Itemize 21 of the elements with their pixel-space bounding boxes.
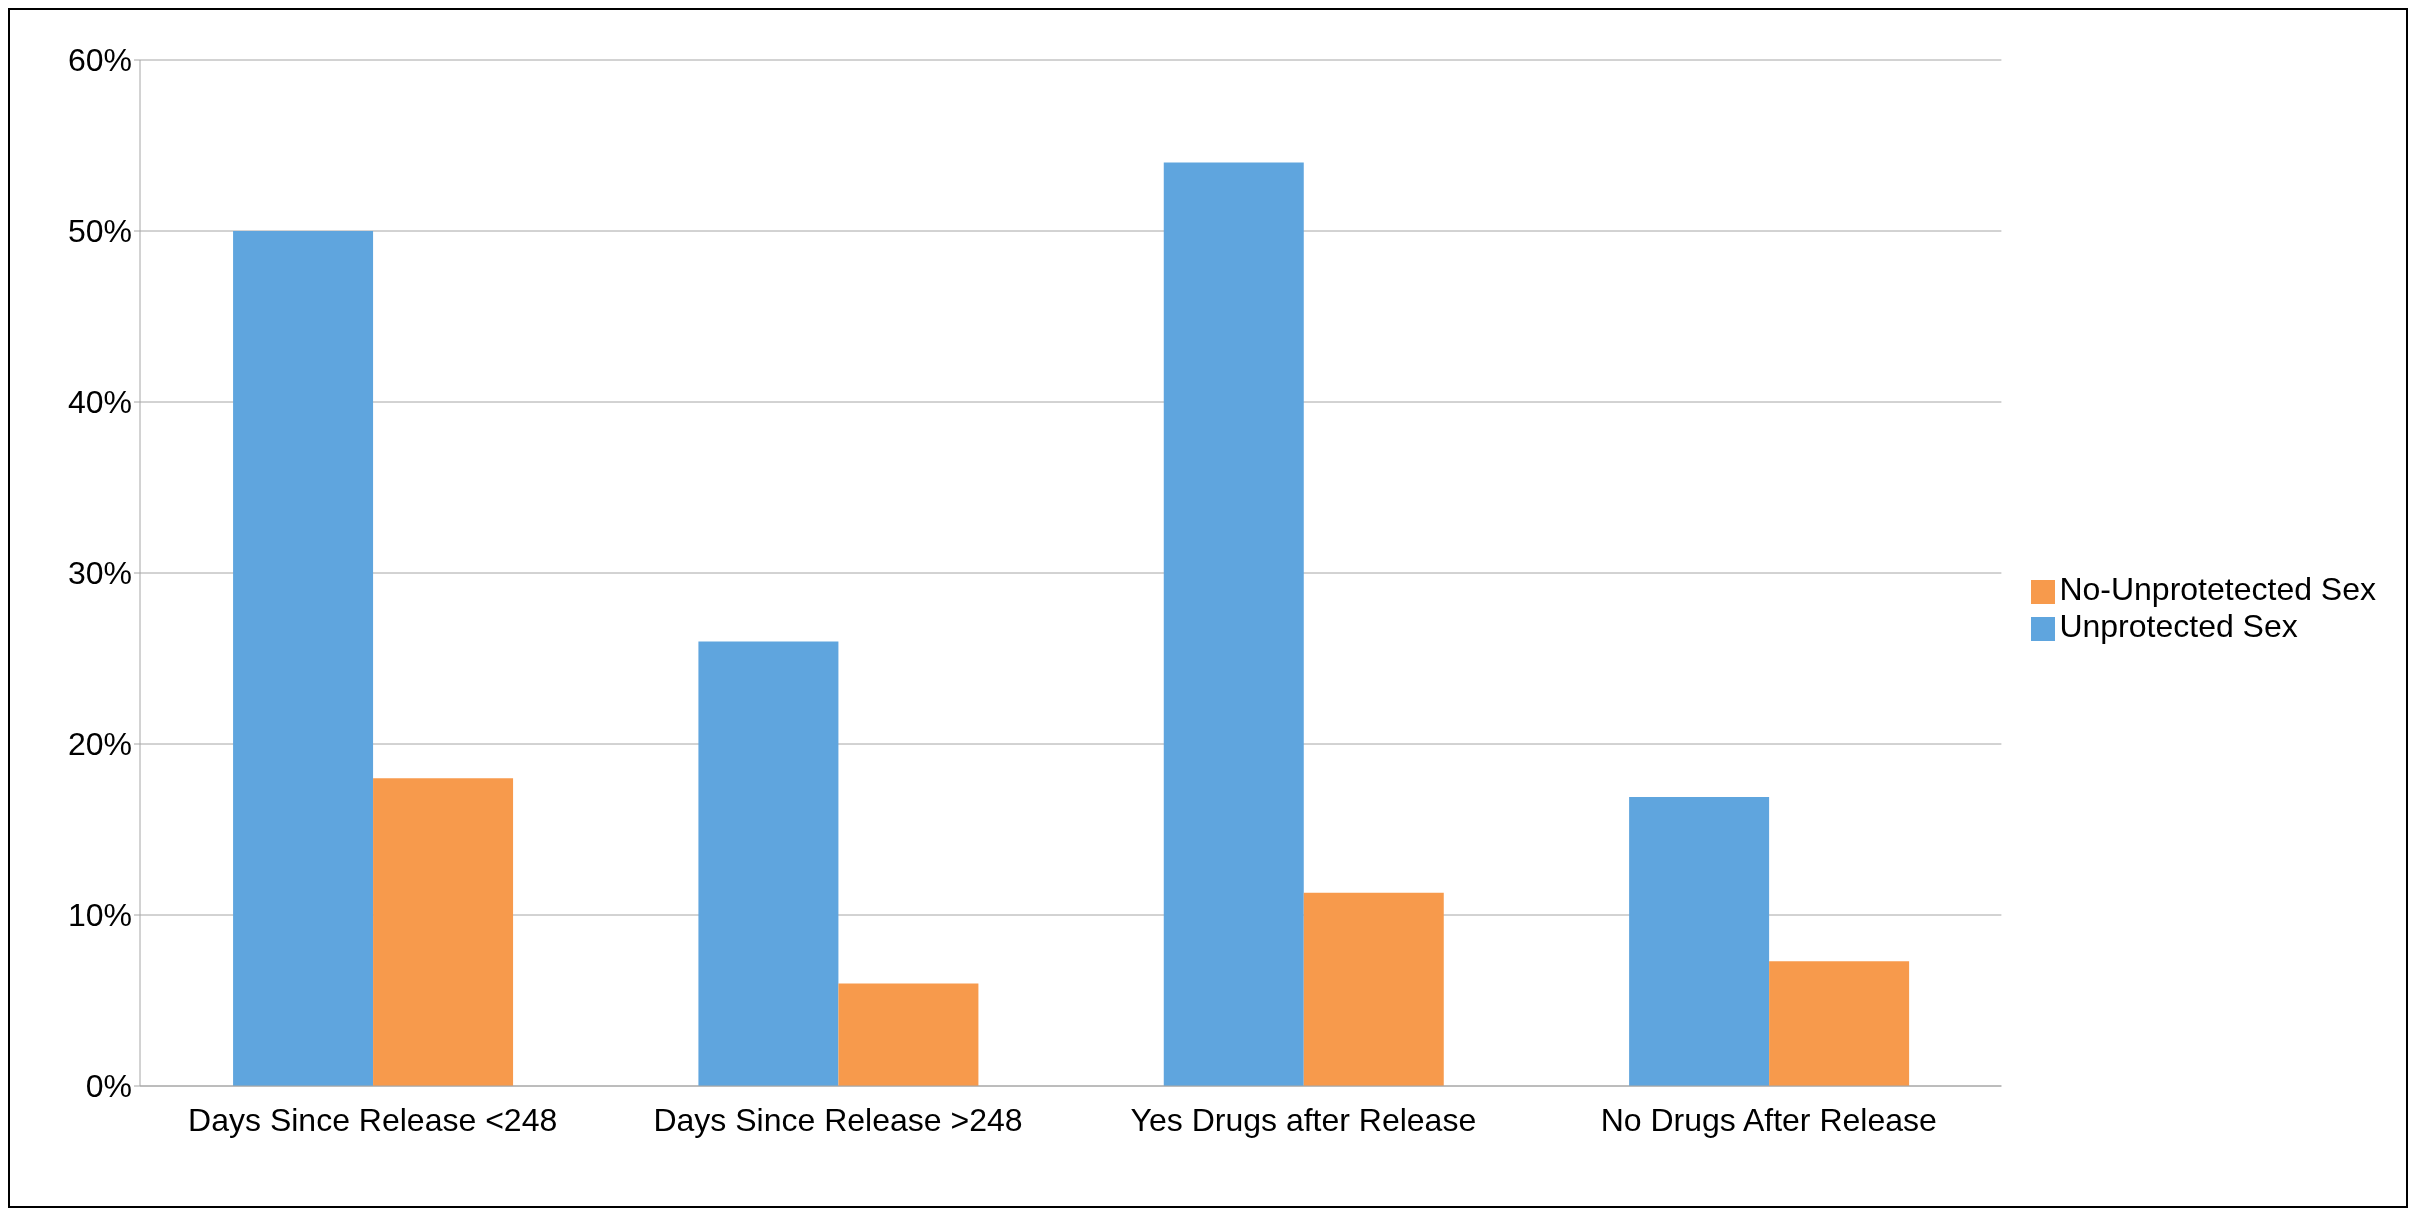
bar xyxy=(1303,892,1444,1086)
y-tick-label: 30% xyxy=(67,555,132,592)
x-tick-label: Days Since Release >248 xyxy=(653,1101,1023,1138)
bar xyxy=(838,983,979,1086)
y-tick-label: 10% xyxy=(67,897,132,934)
bar xyxy=(1163,162,1304,1086)
bar xyxy=(373,778,514,1086)
bar xyxy=(698,641,839,1086)
y-tick-label: 40% xyxy=(67,384,132,421)
bar xyxy=(1769,961,1910,1086)
bar xyxy=(1629,797,1770,1086)
legend-label: No-Unprotetected Sex xyxy=(2059,571,2376,607)
x-tick-label: Yes Drugs after Release xyxy=(1130,1101,1477,1138)
x-tick-label: No Drugs After Release xyxy=(1600,1101,1937,1138)
y-tick-label: 60% xyxy=(67,42,132,79)
y-tick-label: 0% xyxy=(85,1068,132,1105)
y-tick-label: 50% xyxy=(67,213,132,250)
y-tick-label: 20% xyxy=(67,726,132,763)
bar xyxy=(233,231,374,1086)
x-tick-label: Days Since Release <248 xyxy=(188,1101,558,1138)
legend-label: Unprotected Sex xyxy=(2059,608,2298,644)
